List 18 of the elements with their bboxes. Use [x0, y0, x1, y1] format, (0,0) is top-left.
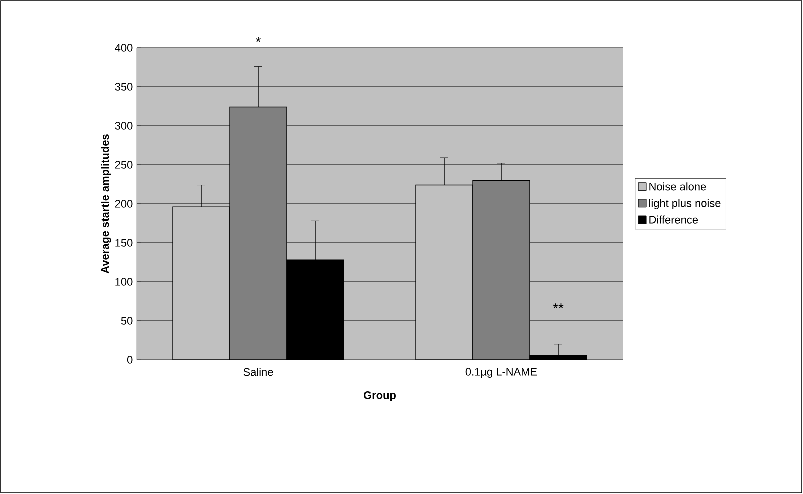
legend-label: Noise alone: [650, 182, 706, 191]
y-tick-label: 300: [115, 122, 133, 130]
y-tick-label: 400: [115, 44, 133, 52]
y-axis-title: Average startle amplitudes: [101, 134, 112, 274]
y-tick-label: 200: [115, 200, 133, 208]
text: *: [256, 37, 262, 42]
y-tick-label: 50: [121, 317, 133, 325]
annotation: **: [553, 304, 564, 308]
y-tick-label: 150: [116, 239, 133, 247]
x-axis-title: Group: [364, 392, 396, 402]
x-tick-label: 0.1µg L-NAME: [466, 368, 538, 378]
legend-label: Difference: [650, 216, 698, 224]
y-tick-label: 100: [116, 278, 133, 286]
legend-label: light plus noise: [650, 199, 721, 210]
y-tick-label: 250: [115, 161, 133, 169]
x-tick-label: Saline: [244, 368, 274, 376]
y-tick-label: 0: [127, 356, 133, 364]
y-tick-label: 350: [115, 83, 133, 91]
